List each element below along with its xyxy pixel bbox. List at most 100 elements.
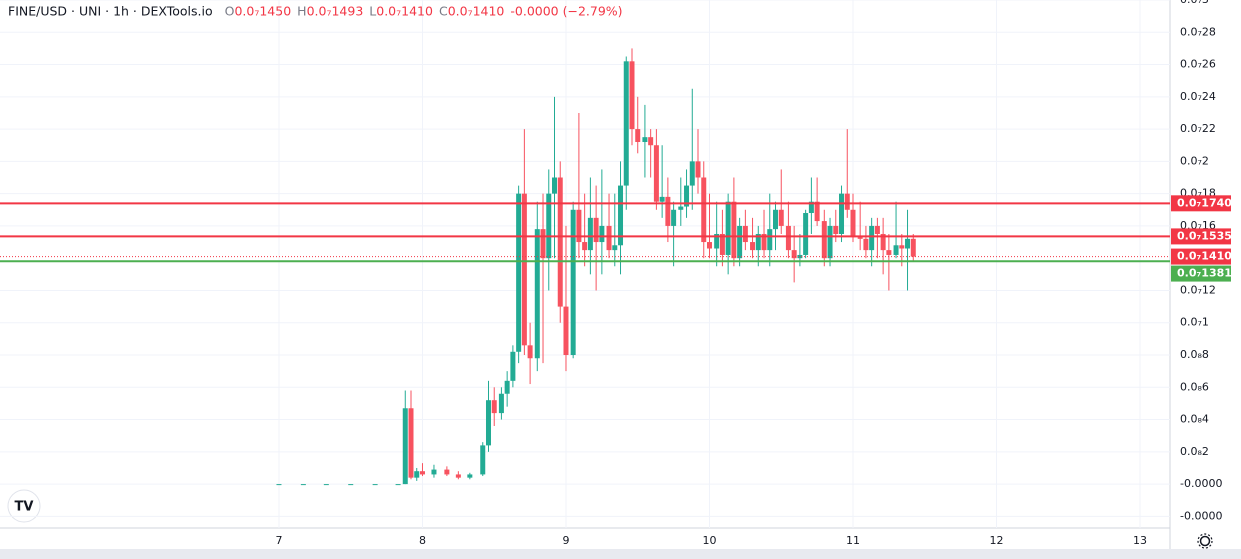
candle-body	[689, 161, 695, 186]
candle-body	[527, 345, 533, 359]
candle-body	[719, 233, 725, 255]
candle-body	[485, 400, 491, 446]
candle-body	[618, 185, 624, 246]
candle-body	[408, 408, 414, 478]
candle-body	[899, 245, 905, 249]
candle-body	[395, 484, 401, 486]
candle-body	[276, 484, 282, 486]
candle-body	[701, 177, 707, 243]
candle-body	[504, 380, 510, 394]
y-tick-label: 0.0₇2	[1180, 154, 1209, 167]
candle-body	[414, 471, 420, 478]
candle-body	[665, 196, 671, 226]
price-label: 0.0₇1410	[1177, 250, 1232, 263]
candle-body	[323, 484, 329, 486]
candle-body	[761, 233, 767, 251]
candle-body	[593, 217, 599, 243]
candle-body	[635, 129, 641, 143]
settings-icon[interactable]	[1197, 533, 1213, 549]
y-tick-label: 0.0₇26	[1180, 58, 1216, 71]
x-tick-label: 11	[846, 534, 860, 547]
candle-body	[797, 254, 803, 259]
candle-body	[737, 225, 743, 259]
x-tick-label: 9	[562, 534, 569, 547]
candle-body	[863, 238, 869, 251]
candle-body	[419, 471, 425, 475]
candle-body	[869, 225, 875, 251]
candle-body	[839, 193, 845, 234]
candle-body	[348, 484, 354, 486]
candle-body	[893, 245, 899, 255]
candle-body	[880, 233, 886, 251]
candle-body	[444, 469, 450, 475]
candle-body	[857, 237, 863, 239]
candle-body	[546, 193, 552, 259]
ohlc-value: 0.0₇1410	[376, 4, 433, 19]
candle-body	[510, 351, 516, 381]
y-tick-label: 0.0₇3	[1180, 0, 1209, 6]
y-tick-label: -0.0000	[1180, 477, 1222, 490]
ohlc-value: 0.0₇1493	[307, 4, 364, 19]
price-label: 0.0₇1381	[1177, 267, 1232, 280]
candle-body	[629, 61, 635, 130]
ohlc-key: H	[297, 4, 306, 19]
y-tick-label: 0.0₇24	[1180, 90, 1216, 103]
candle-body	[905, 238, 911, 249]
candle-body	[521, 193, 527, 346]
svg-text:TV: TV	[15, 500, 34, 515]
candle-body	[684, 185, 690, 207]
x-tick-label: 10	[702, 534, 716, 547]
candle-body	[563, 306, 569, 356]
candle-body	[803, 213, 809, 255]
candle-body	[402, 408, 408, 485]
x-tick-label: 13	[1133, 534, 1147, 547]
candle-body	[671, 209, 677, 226]
candle-body	[844, 193, 850, 210]
ohlc-value: 0.0₇1410	[448, 4, 505, 19]
y-tick-label: 0.0₇12	[1180, 283, 1216, 296]
candle-body	[431, 469, 437, 475]
candle-body	[582, 242, 588, 251]
candle-body	[642, 137, 648, 143]
candle-body	[659, 196, 665, 202]
candle-body	[540, 229, 546, 259]
bottom-strip	[0, 549, 1241, 559]
candle-body	[778, 209, 784, 226]
candle-body	[886, 250, 892, 255]
candle-body	[516, 193, 522, 352]
candle-body	[731, 201, 737, 259]
price-label-box	[1171, 248, 1231, 265]
ohlc-value: -0.0000 (−2.79%)	[510, 4, 622, 19]
candle-body	[874, 225, 880, 234]
candle-body	[552, 177, 558, 194]
candle-body	[570, 209, 576, 356]
candle-body	[773, 209, 779, 230]
candle-body	[576, 209, 582, 243]
ohlc-key: C	[439, 4, 448, 19]
candle-body	[910, 238, 916, 257]
price-label-box	[1171, 195, 1231, 212]
candle-body	[791, 250, 797, 259]
candle-body	[648, 137, 654, 146]
x-tick-label: 12	[990, 534, 1004, 547]
candle-body	[714, 233, 720, 249]
candle-body	[785, 225, 791, 251]
y-tick-label: 0.0₇28	[1180, 25, 1216, 38]
y-tick-label: -0.0000	[1180, 509, 1222, 522]
candle-body	[808, 201, 814, 214]
tv-logo: TV	[7, 489, 41, 523]
candle-body	[706, 242, 712, 249]
candle-body	[300, 484, 306, 486]
candle-body	[755, 233, 761, 251]
price-label-box	[1171, 228, 1231, 245]
ohlc-key: O	[225, 4, 235, 19]
candle-body	[467, 474, 473, 478]
candle-body	[695, 161, 701, 178]
ohlc-value: 0.0₇1450	[234, 4, 291, 19]
candle-body	[725, 201, 731, 255]
candle-body	[557, 177, 563, 307]
candle-body	[850, 209, 856, 238]
price-label: 0.0₇1535	[1177, 229, 1232, 242]
price-label-box	[1171, 265, 1231, 282]
